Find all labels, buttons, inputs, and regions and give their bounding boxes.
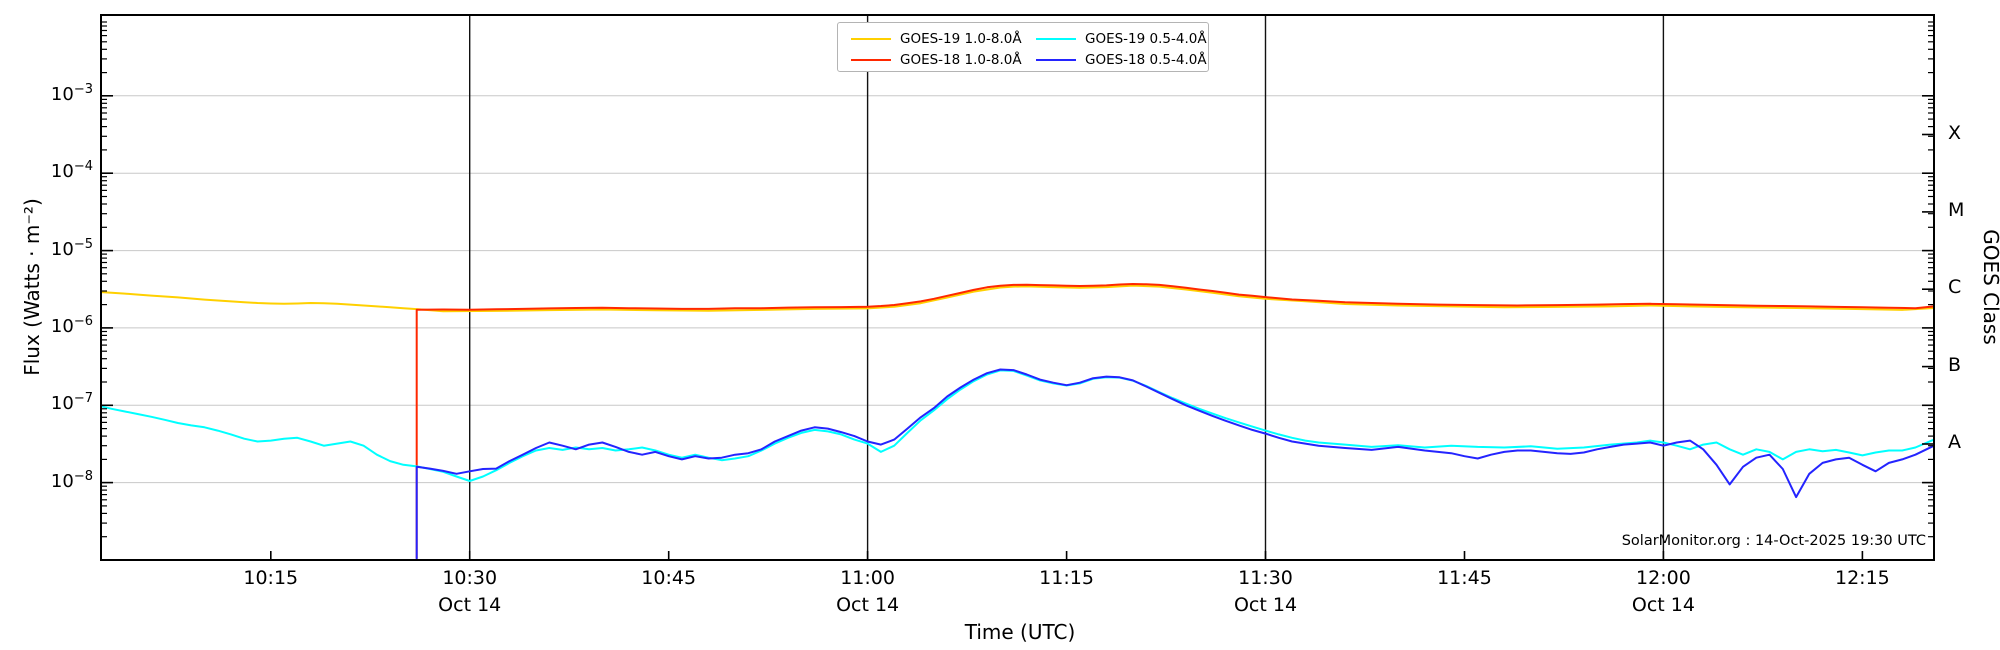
series-line-goes-18-1-0-8-0: [415, 283, 1935, 560]
x-tick-label: 12:15: [1834, 567, 1890, 589]
x-tick-label: 11:45: [1437, 567, 1492, 589]
date-label: Oct 14: [1233, 594, 1298, 616]
y-tick-base: 10: [50, 393, 74, 415]
y-tick-base: 10: [50, 83, 74, 105]
legend-entry-label: GOES-18 1.0-8.0Å: [900, 52, 1022, 68]
y-tick-base: 10: [50, 161, 74, 183]
date-label: Oct 14: [438, 594, 502, 616]
legend-entry-label: GOES-18 0.5-4.0Å: [1085, 52, 1207, 68]
y-tick-exponent: −3: [73, 81, 93, 97]
legend-entry-goes-18-1-0-8-0: GOES-18 1.0-8.0Å: [851, 50, 1022, 70]
y-tick-exponent: −6: [73, 313, 93, 329]
y-tick-exponent: −5: [73, 236, 93, 252]
y-tick-label: 10−5: [51, 237, 93, 260]
x-tick-label: 12:00: [1636, 567, 1691, 589]
series-line-goes-19-0-5-4-0: [100, 369, 1935, 482]
y-axis-title-left: Flux (Watts · m⁻²): [20, 198, 44, 376]
legend-entry-goes-18-0-5-4-0: GOES-18 0.5-4.0Å: [1036, 50, 1207, 70]
x-tick-label: 10:30: [442, 567, 498, 589]
y-tick-label: 10−6: [51, 314, 93, 337]
x-axis-title: Time (UTC): [964, 620, 1076, 644]
series-line-goes-19-1-0-8-0: [100, 284, 1935, 313]
y-tick-base: 10: [50, 470, 74, 492]
y-tick-base: 10: [50, 238, 74, 260]
y-tick-exponent: −4: [73, 159, 93, 175]
series-line-goes-18-0-5-4-0: [415, 368, 1935, 560]
legend: GOES-19 1.0-8.0Å GOES-18 1.0-8.0Å GOES-19 …: [837, 22, 1209, 72]
legend-entry-label: GOES-19 0.5-4.0Å: [1085, 31, 1207, 47]
legend-line-sample: [1036, 59, 1076, 61]
legend-entry-goes-19-0-5-4-0: GOES-19 0.5-4.0Å: [1036, 29, 1207, 49]
legend-entry-goes-19-1-0-8-0: GOES-19 1.0-8.0Å: [851, 29, 1022, 49]
watermark-text: SolarMonitor.org : 14-Oct-2025 19:30 UTC: [1621, 533, 1926, 549]
x-tick-label: 10:45: [641, 567, 697, 589]
y-axis-title-right: GOES Class: [1979, 229, 2000, 345]
legend-entry-label: GOES-19 1.0-8.0Å: [900, 31, 1022, 47]
y-tick-base: 10: [50, 315, 74, 337]
legend-line-sample: [851, 59, 891, 61]
plot-border: [100, 14, 1935, 561]
goes-class-label-a: A: [1948, 430, 1961, 453]
x-tick-label: 11:15: [1039, 567, 1094, 589]
goes-class-label-m: M: [1948, 198, 1965, 221]
y-tick-exponent: −8: [73, 468, 93, 484]
x-tick-label: 10:15: [243, 567, 299, 589]
x-tick-label: 11:30: [1238, 567, 1293, 589]
goes-class-label-b: B: [1948, 353, 1962, 376]
y-tick-label: 10−7: [51, 391, 93, 414]
x-tick-label: 11:00: [840, 567, 895, 589]
y-tick-label: 10−8: [51, 469, 93, 492]
goes-class-label-c: C: [1948, 276, 1962, 299]
y-tick-label: 10−3: [51, 82, 93, 105]
goes-class-label-x: X: [1948, 121, 1962, 144]
legend-line-sample: [1036, 38, 1076, 40]
date-label: Oct 14: [836, 594, 900, 616]
date-label: Oct 14: [1631, 594, 1695, 616]
y-tick-label: 10−4: [51, 159, 93, 182]
y-tick-exponent: −7: [73, 391, 93, 407]
legend-line-sample: [851, 38, 891, 40]
